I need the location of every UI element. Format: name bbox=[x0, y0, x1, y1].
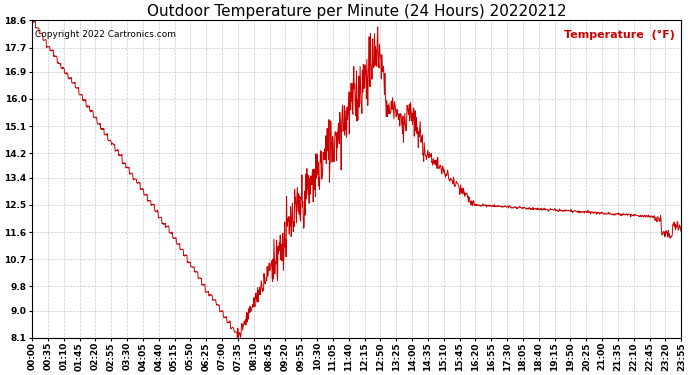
Title: Outdoor Temperature per Minute (24 Hours) 20220212: Outdoor Temperature per Minute (24 Hours… bbox=[147, 4, 566, 19]
Text: Copyright 2022 Cartronics.com: Copyright 2022 Cartronics.com bbox=[35, 30, 177, 39]
Text: Temperature  (°F): Temperature (°F) bbox=[564, 30, 675, 40]
